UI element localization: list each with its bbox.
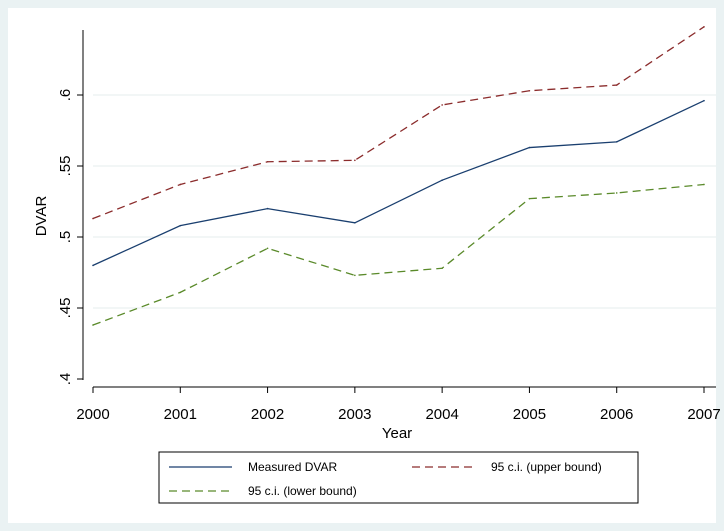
- data-point: [528, 197, 531, 200]
- data-point: [179, 183, 182, 186]
- data-point: [615, 141, 618, 143]
- series-line-3: [92, 183, 705, 326]
- data-point: [179, 224, 182, 227]
- data-point: [266, 247, 269, 250]
- data-point: [441, 179, 443, 181]
- plot-panel: [8, 8, 716, 523]
- x-tick-label: 2007: [687, 406, 720, 423]
- y-tick-label: .4: [57, 373, 74, 386]
- data-point: [266, 160, 269, 163]
- legend-box: [158, 451, 639, 504]
- y-tick-label: .5: [57, 231, 74, 244]
- x-tick-label: 2004: [425, 406, 458, 423]
- data-point: [354, 222, 356, 224]
- legend-label: 95 c.i. (upper bound): [491, 460, 602, 474]
- x-tick-label: 2000: [76, 406, 109, 423]
- y-tick-label: .55: [57, 156, 74, 177]
- data-point: [179, 291, 182, 294]
- data-point: [354, 159, 356, 162]
- x-axis-label: Year: [382, 425, 412, 442]
- data-point: [528, 89, 531, 92]
- x-tick-label: 2002: [251, 406, 284, 423]
- series-line-1: [92, 100, 705, 266]
- x-tick-label: 2001: [164, 406, 197, 423]
- data-point: [92, 324, 94, 326]
- x-tick-label: 2003: [338, 406, 371, 423]
- data-point: [266, 207, 269, 210]
- y-tick-label: .6: [57, 89, 74, 102]
- series-line-2: [92, 26, 705, 220]
- data-point: [441, 104, 443, 106]
- data-point: [703, 99, 705, 102]
- legend-label: Measured DVAR: [248, 460, 337, 474]
- data-point: [615, 84, 618, 86]
- series-lines: [92, 26, 705, 326]
- x-tick-label: 2006: [600, 406, 633, 423]
- x-tick-label: 2005: [513, 406, 546, 423]
- data-point: [92, 217, 94, 220]
- data-point: [441, 267, 443, 270]
- y-axis-label: DVAR: [33, 196, 50, 237]
- legend-label: 95 c.i. (lower bound): [248, 484, 357, 498]
- data-point: [703, 26, 705, 28]
- y-tick-label: .45: [57, 298, 74, 319]
- data-point: [92, 264, 94, 267]
- data-point: [615, 192, 618, 194]
- gridlines: [93, 94, 716, 309]
- axes: .4 .45 .5 .55 .6 2000 2001 2002 2003 2004 2005 2006…: [57, 30, 721, 423]
- data-point: [354, 274, 356, 277]
- legend: Measured DVAR 95 c.i. (upper bound) 95 c.i…: [158, 451, 639, 504]
- data-point: [528, 146, 531, 149]
- data-point: [703, 183, 705, 186]
